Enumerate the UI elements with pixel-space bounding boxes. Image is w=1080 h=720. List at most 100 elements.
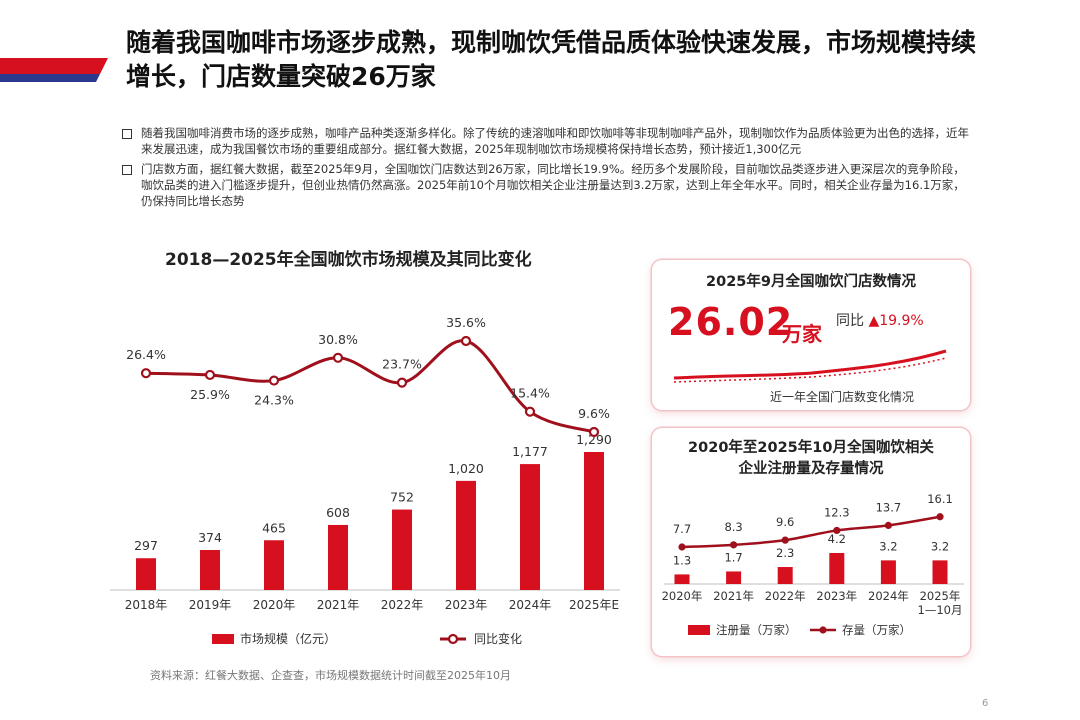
yoy-value-label: 24.3% (254, 393, 294, 408)
registration-bar (674, 574, 690, 584)
legend-line-label: 存量（万家） (842, 623, 911, 637)
bar-value-label: 1.3 (673, 553, 691, 567)
market-size-bar (136, 558, 156, 590)
market-size-bar (456, 480, 476, 590)
x-tick-label: 2024年 (868, 589, 909, 603)
stock-value-label: 16.1 (927, 492, 953, 506)
yoy-value-label: 26.4% (126, 347, 166, 362)
registration-bar (726, 571, 742, 584)
stock-point (884, 521, 892, 529)
stock-point (781, 536, 789, 544)
bar-value-label: 1,020 (448, 461, 484, 476)
x-tick-label: 2020年 (253, 598, 296, 612)
yoy-point (524, 406, 536, 417)
legend-bar-swatch (688, 625, 710, 635)
bar-value-label: 3.2 (931, 539, 949, 553)
sparkline-caption: 近一年全国门店数变化情况 (770, 390, 915, 404)
legend-bar-label: 市场规模（亿元） (240, 631, 336, 646)
yoy-point (396, 377, 408, 388)
square-bullet-icon (122, 165, 132, 175)
stock-point (936, 513, 944, 521)
market-size-bar (392, 509, 412, 590)
yoy-line (145, 339, 595, 434)
yoy-value-label: 9.6% (578, 406, 610, 421)
bullet-text: 门店数方面，据红餐大数据，截至2025年9月，全国咖饮门店数达到26万家，同比增… (141, 162, 965, 208)
x-tick-label: 2021年 (317, 598, 360, 612)
x-tick-label: 2018年 (125, 598, 168, 612)
yoy-value-label: 35.6% (446, 315, 486, 330)
registration-title-line: 2020年至2025年10月全国咖饮相关 (688, 440, 934, 456)
registration-card-title: 2020年至2025年10月全国咖饮相关 企业注册量及存量情况 (652, 438, 970, 480)
bar-value-label: 465 (262, 520, 286, 535)
yoy-point (268, 375, 280, 386)
yoy-point (332, 352, 344, 363)
market-size-bar (584, 452, 604, 590)
page-title: 随着我国咖啡市场逐步成熟，现制咖饮凭借品质体验快速发展，市场规模持续增长，门店数… (126, 28, 977, 91)
x-tick-label: 2021年 (713, 589, 754, 603)
legend-bar-label: 注册量（万家） (716, 623, 797, 637)
market-size-bar (200, 549, 220, 590)
market-chart-title: 2018—2025年全国咖饮市场规模及其同比变化 (165, 250, 532, 270)
yoy-value-label: 30.8% (318, 332, 358, 347)
registration-bar (932, 560, 948, 584)
bar-value-label: 1.7 (724, 550, 742, 564)
x-tick-label: 2022年 (381, 598, 424, 612)
legend-bar-swatch (212, 634, 234, 644)
yoy-point (588, 426, 600, 438)
up-arrow-icon: ▲ (868, 313, 880, 329)
square-bullet-icon (122, 129, 132, 139)
market-size-bar (520, 464, 540, 590)
store-count-value: 26.02 (668, 300, 794, 344)
source-note: 资料来源：红餐大数据、企查查，市场规模数据统计时间截至2025年10月 (150, 669, 511, 682)
stock-value-label: 12.3 (824, 505, 850, 519)
x-tick-sublabel: 1—10月 (918, 603, 963, 617)
registration-title-line: 企业注册量及存量情况 (738, 461, 884, 477)
market-size-bar (328, 524, 348, 590)
bar-value-label: 1,177 (512, 444, 548, 459)
stock-line (681, 515, 941, 549)
bar-value-label: 752 (390, 490, 414, 505)
bar-value-label: 374 (198, 530, 222, 545)
bullet-item: 随着我国咖啡消费市场的逐步成熟，咖啡产品种类逐渐多样化。除了传统的速溶咖啡和即饮… (122, 125, 972, 157)
store-count-card: 2025年9月全国咖饮门店数情况 26.02 万家 同比 ▲19.9% 近一年全… (652, 260, 970, 410)
store-count-unit: 万家 (782, 322, 822, 346)
bullet-text: 随着我国咖啡消费市场的逐步成熟，咖啡产品种类逐渐多样化。除了传统的速溶咖啡和即饮… (141, 126, 969, 156)
registration-bar (880, 560, 896, 584)
yoy-value: 19.9% (879, 313, 924, 329)
stock-point (678, 543, 686, 551)
yoy-point (140, 368, 152, 379)
bullet-list: 随着我国咖啡消费市场的逐步成熟，咖啡产品种类逐渐多样化。除了传统的速溶咖啡和即饮… (122, 125, 972, 213)
yoy-value-label: 23.7% (382, 357, 422, 372)
stock-point (730, 541, 738, 549)
bar-value-label: 608 (326, 505, 350, 520)
yoy-value-label: 25.9% (190, 387, 230, 402)
yoy-value-label: 15.4% (510, 386, 550, 401)
market-size-chart: 297 2018年 374 2019年 465 2020年 608 2021年 752 2022年… (110, 315, 620, 646)
registration-card: 2020年至2025年10月全国咖饮相关 企业注册量及存量情况 1.3 2020年… (652, 428, 970, 656)
x-tick-label: 2023年 (816, 589, 857, 603)
x-tick-label: 2024年 (509, 598, 552, 612)
bar-value-label: 1,290 (576, 432, 612, 447)
x-tick-label: 2020年 (662, 589, 703, 603)
bullet-item: 门店数方面，据红餐大数据，截至2025年9月，全国咖饮门店数达到26万家，同比增… (122, 161, 972, 209)
x-tick-label: 2019年 (189, 598, 232, 612)
store-card-title: 2025年9月全国咖饮门店数情况 (706, 274, 916, 290)
bar-value-label: 4.2 (828, 532, 846, 546)
header-stripe (0, 58, 108, 82)
stock-point (833, 526, 841, 535)
legend-line-marker (819, 626, 827, 634)
registration-chart: 1.3 2020年 1.7 2021年 2.3 2022年 4.2 2023年 3.2 2024年… (662, 492, 964, 637)
bar-value-label: 3.2 (879, 539, 897, 553)
yoy-point (204, 369, 216, 381)
yoy-point (460, 335, 472, 347)
yoy-label: 同比 (836, 313, 864, 329)
legend-line-label: 同比变化 (474, 631, 522, 646)
stock-value-label: 9.6 (776, 515, 794, 529)
bar-value-label: 297 (134, 538, 158, 553)
bar-value-label: 2.3 (776, 546, 794, 560)
store-trend-sparkline (673, 349, 947, 383)
stock-value-label: 8.3 (724, 520, 742, 534)
x-tick-label: 2023年 (445, 598, 488, 612)
legend-line-marker (447, 633, 459, 645)
registration-bar (829, 553, 845, 584)
